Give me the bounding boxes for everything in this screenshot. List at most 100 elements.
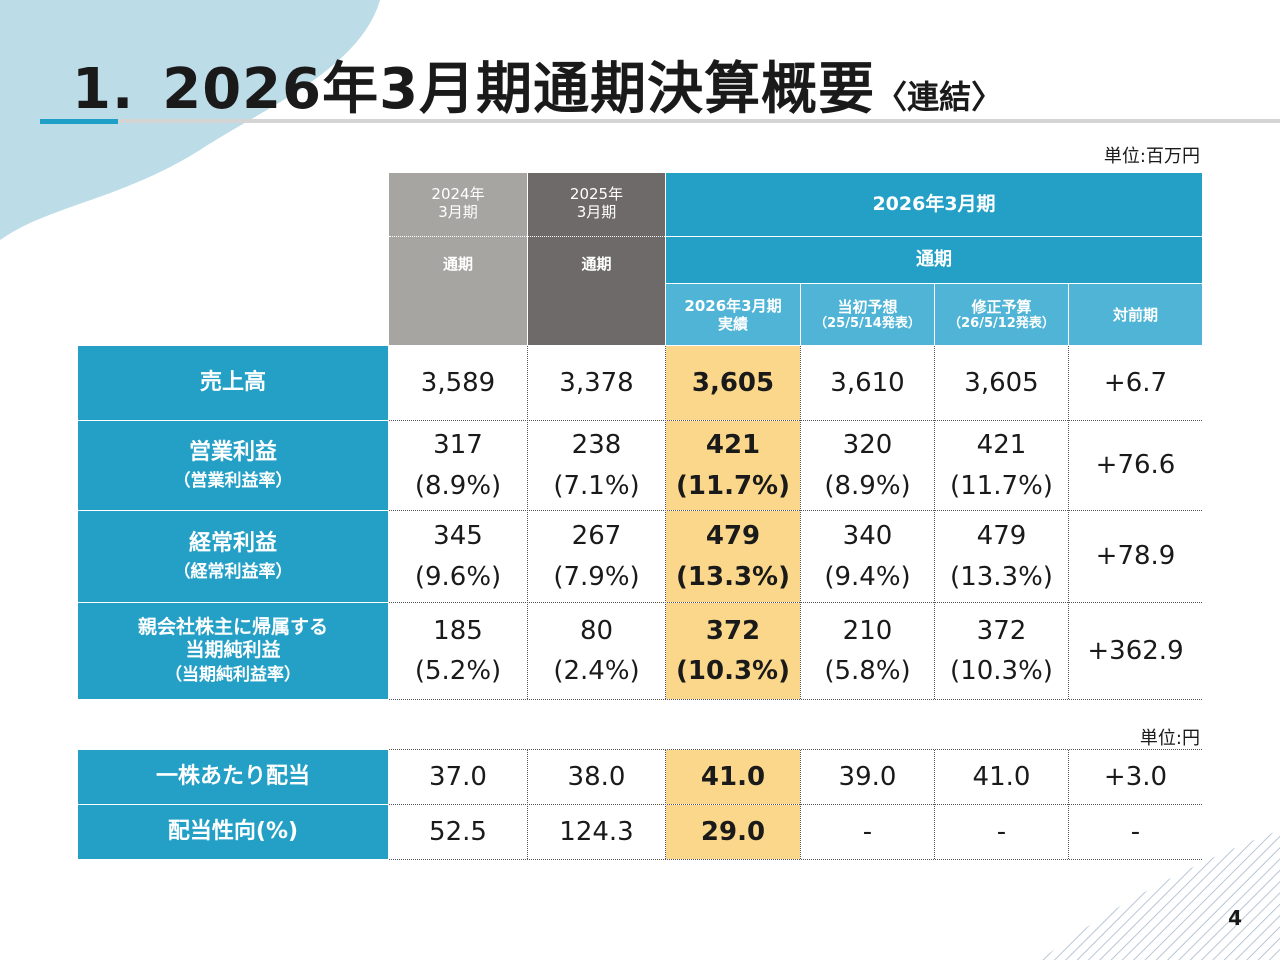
value-cell: 3,610 <box>801 346 934 420</box>
value-ratio: (10.3%) <box>676 656 790 686</box>
title-underline <box>40 119 1280 123</box>
value-cell: 320 (8.9%) <box>801 421 934 510</box>
value-cell: 3,605 <box>935 346 1068 420</box>
value-amount: 3,589 <box>420 367 496 398</box>
header-initial-line1: 当初予想 <box>837 297 898 316</box>
title-main: 2026年3月期通期決算概要 <box>162 57 876 122</box>
row-divider <box>389 859 1202 860</box>
value-amount: 479 <box>705 521 761 552</box>
row-label-divider <box>78 602 388 603</box>
header-fy2026-full-year: 通期 <box>666 237 1202 283</box>
header-fy2026: 2026年3月期 <box>666 173 1202 236</box>
header-fy2025-line1: 2025年 <box>569 185 624 203</box>
yoy-cell: +6.7 <box>1103 367 1168 398</box>
value-ratio: (7.1%) <box>553 470 640 501</box>
value-cell: 3,378 <box>528 346 665 420</box>
value-cell: 345 (9.6%) <box>389 511 527 602</box>
row-divider <box>389 420 1202 421</box>
value-cell: 238 (7.1%) <box>528 421 665 510</box>
value-cell: 185 (5.2%) <box>389 603 527 699</box>
value-ratio: (11.7%) <box>676 470 790 501</box>
header-fy2024-line1: 2024年 <box>431 185 485 203</box>
title-sub: 〈連結〉 <box>875 78 1004 116</box>
value-ratio: (13.3%) <box>676 561 790 592</box>
header-initial-forecast: 当初予想 （25/5/14発表） <box>801 284 934 345</box>
unit-label-yen: 単位:円 <box>1139 728 1200 749</box>
column-divider <box>527 346 528 699</box>
value-amount: 3,605 <box>691 367 775 398</box>
row-label-divider <box>78 345 388 346</box>
row-label-main: 営業利益 <box>188 440 277 466</box>
value-amount: 317 <box>433 430 483 461</box>
header-fy2024-line2: 3月期 <box>438 203 478 221</box>
dividend-value-cell: 41.0 <box>972 761 1031 792</box>
row-label-sub: （営業利益率） <box>173 470 293 491</box>
value-cell: 372 (10.3%) <box>666 603 800 699</box>
page-number: 4 <box>1228 906 1242 930</box>
value-cell: 3,589 <box>389 346 527 420</box>
header-actual-line1: 2026年3月期 <box>684 296 782 315</box>
value-cell: 372 (10.3%) <box>935 603 1068 699</box>
row-label: 経常利益 （経常利益率） <box>78 511 388 602</box>
header-divider <box>389 236 665 237</box>
value-ratio: (8.9%) <box>824 470 911 501</box>
value-ratio: (8.9%) <box>414 470 502 501</box>
row-divider <box>389 602 1202 603</box>
yoy-cell: +362.9 <box>1087 635 1184 666</box>
header-revised-line1: 修正予算 <box>971 297 1032 316</box>
row-label-divider <box>78 510 388 511</box>
page-title: 1. 2026年3月期通期決算概要〈連結〉 <box>72 44 1003 125</box>
value-amount: 340 <box>842 521 893 552</box>
row-divider <box>389 699 1202 700</box>
value-cell: 479 (13.3%) <box>935 511 1068 602</box>
value-ratio: (5.2%) <box>414 656 502 686</box>
row-divider <box>389 804 1202 805</box>
value-amount: 372 <box>976 615 1027 646</box>
yoy-cell: +76.6 <box>1095 450 1176 481</box>
header-fy2025-full-year: 通期 <box>581 255 612 273</box>
value-cell: 210 (5.8%) <box>801 603 934 699</box>
value-amount: 320 <box>842 430 893 461</box>
row-label: 親会社株主に帰属する 当期純利益 （当期純利益率） <box>78 603 388 699</box>
dividend-yoy-cell: - <box>1130 816 1141 847</box>
value-cell: 267 (7.9%) <box>528 511 665 602</box>
row-label-sub: （経常利益率） <box>173 561 293 582</box>
dividend-value-cell: 52.5 <box>429 816 487 847</box>
value-amount: 3,605 <box>964 367 1039 398</box>
title-number: 1. <box>72 57 135 122</box>
dividend-value-cell: 124.3 <box>559 816 634 847</box>
column-divider <box>934 346 935 699</box>
value-ratio: (2.4%) <box>553 656 640 686</box>
row-label-main: 売上高 <box>199 369 266 395</box>
value-cell: 479 (13.3%) <box>666 511 800 602</box>
value-ratio: (11.7%) <box>950 470 1053 501</box>
header-revised-budget: 修正予算 （26/5/12発表） <box>935 284 1068 345</box>
dividend-value-cell: - <box>862 816 873 847</box>
value-amount: 421 <box>976 430 1027 461</box>
row-label: 売上高 <box>78 346 388 420</box>
value-amount: 210 <box>842 615 893 646</box>
header-fy2025-line2: 3月期 <box>576 203 617 221</box>
value-ratio: (13.3%) <box>950 561 1053 592</box>
header-fy2024: 2024年 3月期 通期 <box>389 173 527 345</box>
row-label-main: 経常利益 <box>188 531 277 557</box>
row-divider <box>389 510 1202 511</box>
row-label-divider <box>78 804 388 805</box>
value-amount: 267 <box>571 521 622 552</box>
dividend-row-label: 一株あたり配当 <box>78 750 388 804</box>
value-cell: 421 (11.7%) <box>666 421 800 510</box>
value-amount: 479 <box>976 521 1027 552</box>
value-ratio: (9.6%) <box>414 561 502 592</box>
dividend-value-cell: 39.0 <box>838 761 897 792</box>
value-amount: 421 <box>705 430 761 461</box>
header-revised-line2: （26/5/12発表） <box>948 315 1055 331</box>
dividend-value-cell: 38.0 <box>567 761 626 792</box>
header-fy2024-full-year: 通期 <box>442 255 473 273</box>
value-cell: 80 (2.4%) <box>528 603 665 699</box>
row-label-line1: 親会社株主に帰属する <box>137 615 328 638</box>
header-actual-line2: 実績 <box>717 314 748 333</box>
header-actual: 2026年3月期 実績 <box>666 284 800 345</box>
column-divider <box>1068 750 1069 859</box>
unit-label-millions: 単位:百万円 <box>1103 146 1200 167</box>
value-ratio: (9.4%) <box>824 561 911 592</box>
